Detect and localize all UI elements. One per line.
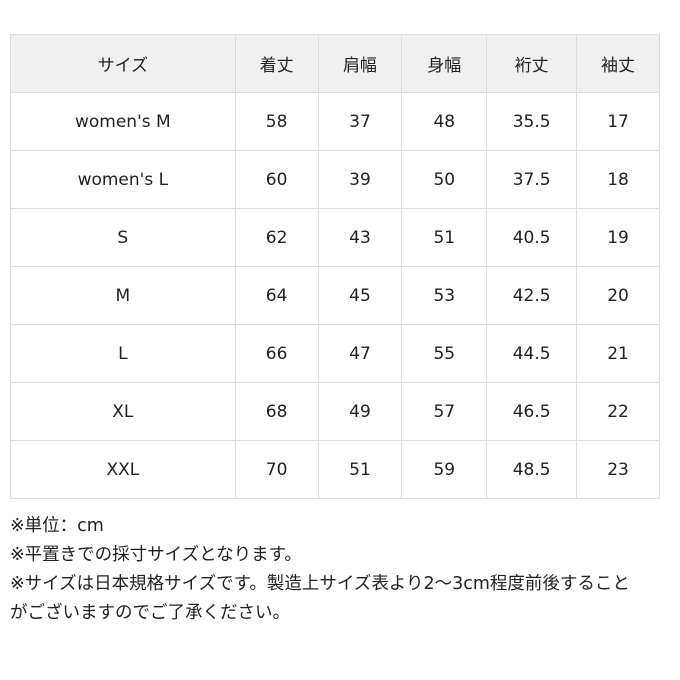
- measurement-cell: 19: [576, 208, 660, 267]
- measurement-cell: 57: [401, 382, 488, 441]
- measurement-cell: 40.5: [486, 208, 578, 267]
- column-header: 肩幅: [317, 34, 403, 93]
- measurement-cell: 37.5: [486, 150, 578, 209]
- table-row: L 66 47 55 44.5 21: [10, 324, 660, 383]
- size-label-cell: women's M: [10, 92, 236, 151]
- measurement-cell: 48.5: [486, 440, 578, 499]
- table-row: XL 68 49 57 46.5 22: [10, 382, 660, 441]
- table-row: XXL 70 51 59 48.5 23: [10, 440, 660, 499]
- measurement-cell: 58: [234, 92, 319, 151]
- measurement-cell: 59: [401, 440, 488, 499]
- measurement-cell: 20: [576, 266, 660, 325]
- measurement-cell: 48: [401, 92, 488, 151]
- column-header: サイズ: [10, 34, 236, 93]
- measurement-cell: 51: [401, 208, 488, 267]
- note-measurement: ※平置きでの採寸サイズとなります。: [10, 545, 302, 565]
- measurement-cell: 22: [576, 382, 660, 441]
- measurement-cell: 68: [234, 382, 319, 441]
- size-label-cell: S: [10, 208, 236, 267]
- measurement-cell: 35.5: [486, 92, 578, 151]
- note-unit: ※単位：cm: [10, 516, 104, 536]
- column-header: 裄丈: [486, 34, 578, 93]
- size-label-cell: M: [10, 266, 236, 325]
- measurement-cell: 46.5: [486, 382, 578, 441]
- size-label-cell: women's L: [10, 150, 236, 209]
- size-label-cell: XXL: [10, 440, 236, 499]
- measurement-cell: 62: [234, 208, 319, 267]
- table-row: S 62 43 51 40.5 19: [10, 208, 660, 267]
- measurement-cell: 55: [401, 324, 488, 383]
- measurement-cell: 44.5: [486, 324, 578, 383]
- table-row: women's L 60 39 50 37.5 18: [10, 150, 660, 209]
- measurement-cell: 50: [401, 150, 488, 209]
- column-header: 着丈: [234, 34, 319, 93]
- measurement-cell: 17: [576, 92, 660, 151]
- measurement-cell: 49: [317, 382, 403, 441]
- measurement-cell: 23: [576, 440, 660, 499]
- measurement-cell: 18: [576, 150, 660, 209]
- column-header: 身幅: [401, 34, 488, 93]
- column-header: 袖丈: [576, 34, 660, 93]
- table-row: women's M 58 37 48 35.5 17: [10, 92, 660, 151]
- measurement-cell: 43: [317, 208, 403, 267]
- size-label-cell: L: [10, 324, 236, 383]
- measurement-cell: 45: [317, 266, 403, 325]
- size-table: サイズ 着丈 肩幅 身幅 裄丈 袖丈 women's M 58 37 48 35.5 17 women…: [10, 34, 660, 499]
- measurement-cell: 66: [234, 324, 319, 383]
- measurement-cell: 42.5: [486, 266, 578, 325]
- table-header-row: サイズ 着丈 肩幅 身幅 裄丈 袖丈: [10, 34, 660, 93]
- measurement-cell: 53: [401, 266, 488, 325]
- measurement-cell: 60: [234, 150, 319, 209]
- measurement-cell: 64: [234, 266, 319, 325]
- measurement-cell: 47: [317, 324, 403, 383]
- measurement-cell: 70: [234, 440, 319, 499]
- notes: ※単位：cm ※平置きでの採寸サイズとなります。 ※サイズは日本規格サイズです。…: [10, 512, 632, 628]
- measurement-cell: 37: [317, 92, 403, 151]
- measurement-cell: 21: [576, 324, 660, 383]
- table-row: M 64 45 53 42.5 20: [10, 266, 660, 325]
- measurement-cell: 39: [317, 150, 403, 209]
- note-size-standard: ※サイズは日本規格サイズです。製造上サイズ表より2～3cm程度前後することがござ…: [10, 574, 630, 623]
- measurement-cell: 51: [317, 440, 403, 499]
- size-label-cell: XL: [10, 382, 236, 441]
